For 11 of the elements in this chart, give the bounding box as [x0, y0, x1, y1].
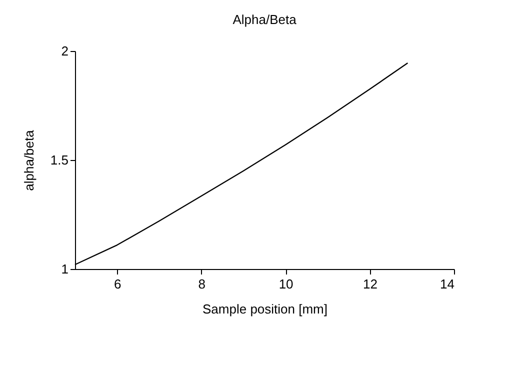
x-tick-label: 6 — [114, 276, 122, 292]
x-tick-label: 14 — [440, 276, 454, 292]
y-tick-label: 1.5 — [50, 152, 68, 168]
x-axis-title: Sample position [mm] — [202, 302, 328, 316]
x-tick-label: 10 — [278, 276, 294, 292]
x-tick-label: 8 — [198, 276, 206, 292]
y-tick-label: 1 — [61, 262, 68, 276]
chart-title: Alpha/Beta — [232, 12, 298, 27]
y-tick-label: 2 — [61, 44, 68, 58]
y-axis-title: alpha/beta — [21, 129, 36, 191]
x-tick-label: 12 — [363, 276, 378, 292]
